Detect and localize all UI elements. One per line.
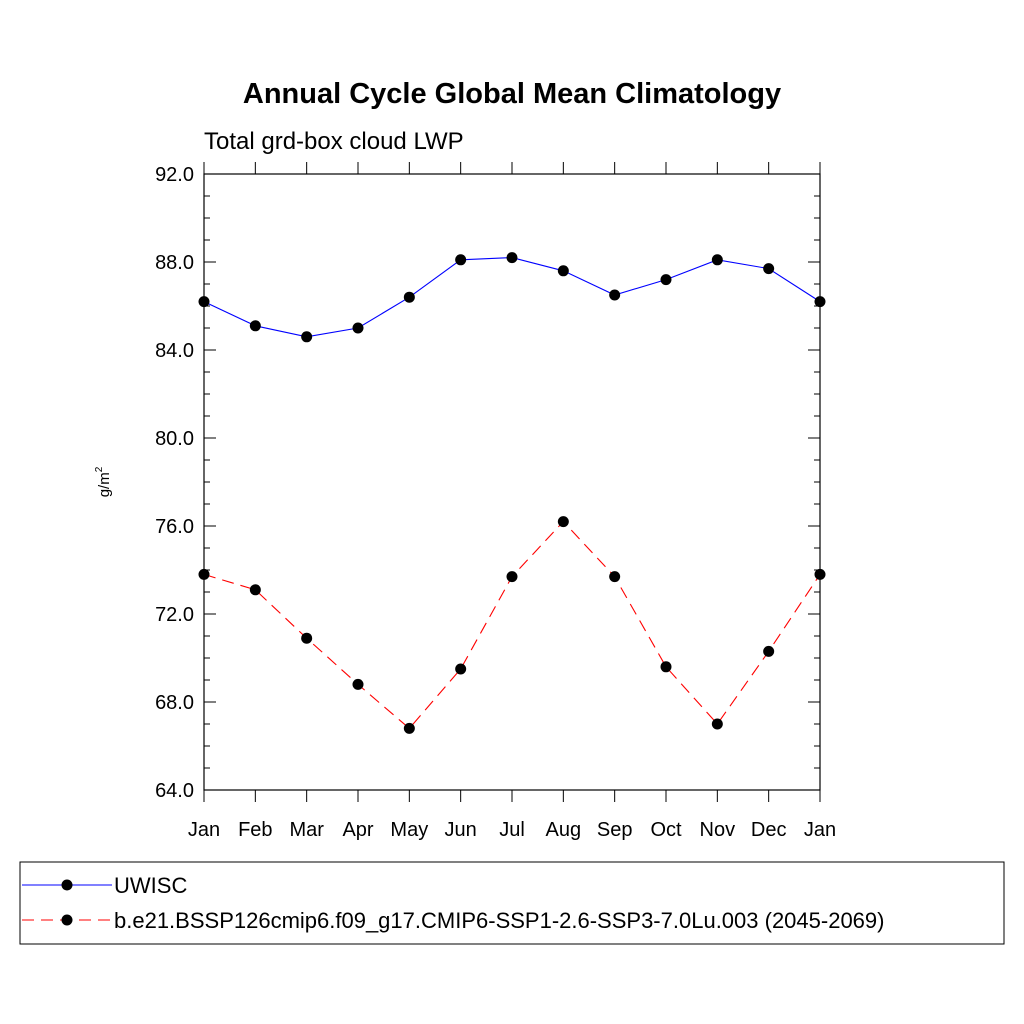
series-line-2	[203, 520, 821, 730]
series-line-1	[203, 257, 821, 338]
legend-marker-1	[61, 879, 73, 891]
series-2-point	[506, 571, 518, 583]
legend-box	[19, 861, 1005, 945]
series-1-point	[249, 320, 261, 332]
y-tick-labels: 64.0 68.0 72.0 76.0 80.0 84.0 88.0 92.0	[155, 164, 194, 802]
y-axis-label-superscript: 2	[94, 466, 105, 472]
x-tick-label: Jun	[445, 819, 477, 841]
series-2-point	[814, 568, 826, 580]
x-tick-label: Feb	[238, 819, 272, 841]
y-tick-label: 84.0	[155, 340, 194, 362]
x-tick-label: Mar	[289, 819, 324, 841]
y-tick-label: 76.0	[155, 516, 194, 538]
x-tick-label: Dec	[751, 819, 787, 841]
series-1-point	[301, 331, 313, 343]
series-2-point	[557, 516, 569, 528]
chart-title: Annual Cycle Global Mean Climatology	[243, 78, 781, 110]
series-2-point	[609, 571, 621, 583]
series-1-point	[660, 274, 672, 286]
series-2-point	[403, 722, 415, 734]
y-tick-label: 88.0	[155, 252, 194, 274]
series-2-point	[352, 678, 364, 690]
x-tick-label: Jan	[804, 819, 836, 841]
axis-ticks	[203, 162, 821, 802]
series-1-point	[506, 252, 518, 264]
x-tick-labels: Jan Feb Mar Apr May Jun Jul Aug Sep Oct Nov Dec Jan	[188, 819, 836, 841]
x-tick-label: Apr	[342, 819, 373, 841]
series-1-point	[711, 254, 723, 266]
series-1-point	[557, 265, 569, 277]
y-axis-label: g/m2	[94, 466, 113, 497]
y-tick-label: 64.0	[155, 780, 194, 802]
legend-marker-2	[61, 914, 73, 926]
x-tick-label: May	[390, 819, 428, 841]
series-2-point	[249, 584, 261, 596]
series-1-point	[403, 291, 415, 303]
series-2-point	[763, 645, 775, 657]
series-group	[198, 252, 826, 734]
legend-label-1: UWISC	[114, 873, 187, 898]
legend-label-2: b.e21.BSSP126cmip6.f09_g17.CMIP6-SSP1-2.…	[114, 908, 884, 933]
x-tick-label: Jul	[499, 819, 525, 841]
series-1-point	[609, 289, 621, 301]
series-1-point	[352, 322, 364, 334]
x-tick-label: Aug	[546, 819, 582, 841]
series-1-point	[198, 296, 210, 308]
y-axis-label-text: g/m	[96, 472, 113, 497]
series-1-point	[455, 254, 467, 266]
x-tick-label: Sep	[597, 819, 633, 841]
y-tick-label: 80.0	[155, 428, 194, 450]
series-1-point	[763, 263, 775, 275]
y-tick-label: 72.0	[155, 604, 194, 626]
chart-subtitle: Total grd-box cloud LWP	[204, 128, 464, 155]
series-2-point	[660, 661, 672, 673]
series-2-point	[198, 568, 210, 580]
series-2-point	[711, 718, 723, 730]
legend: UWISC b.e21.BSSP126cmip6.f09_g17.CMIP6-SS…	[22, 873, 884, 933]
x-tick-label: Nov	[700, 819, 736, 841]
svg-text:g/m2: g/m2	[94, 466, 113, 497]
series-2-point	[301, 632, 313, 644]
x-tick-label: Oct	[650, 819, 682, 841]
y-tick-label: 92.0	[155, 164, 194, 186]
series-1-point	[814, 296, 826, 308]
plot-frame	[203, 173, 821, 791]
y-tick-label: 68.0	[155, 692, 194, 714]
series-2-point	[455, 663, 467, 675]
x-tick-label: Jan	[188, 819, 220, 841]
